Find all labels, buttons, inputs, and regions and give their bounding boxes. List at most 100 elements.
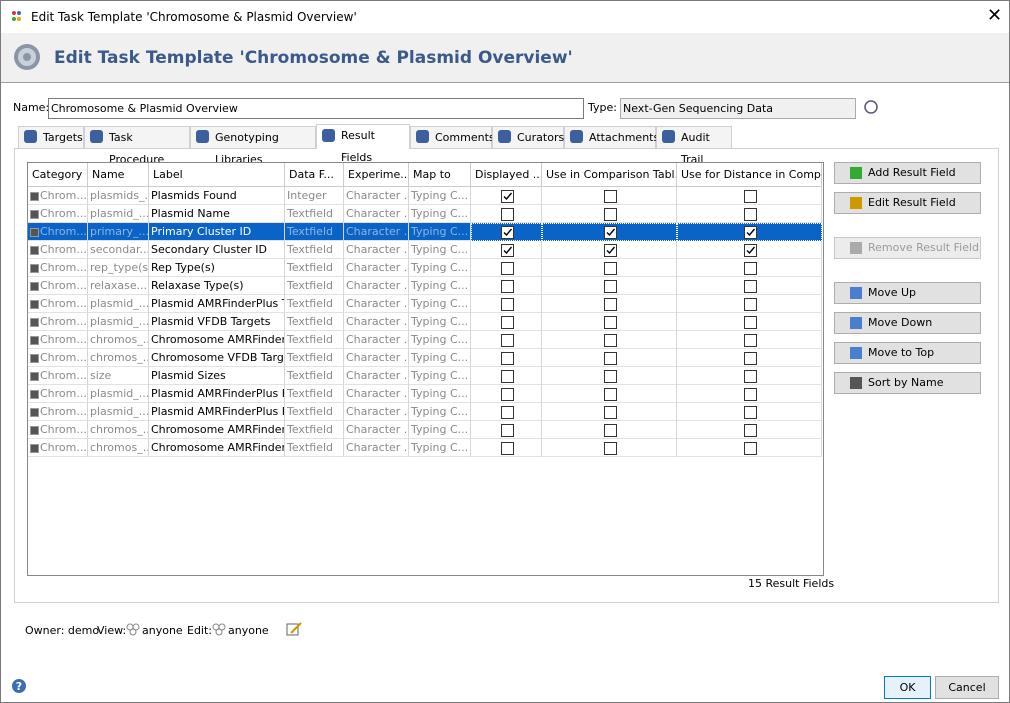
checkbox[interactable] — [603, 388, 617, 401]
checkbox[interactable] — [500, 226, 514, 239]
checkbox[interactable] — [603, 334, 617, 347]
header-title: Edit Task Template 'Chromosome & Plasmid… — [54, 48, 573, 68]
column-header[interactable]: Use in Comparison Tabl... — [542, 163, 677, 187]
action-button[interactable]: Sort by Name — [834, 372, 981, 394]
checkbox[interactable] — [500, 352, 514, 365]
close-button[interactable]: ✕ — [987, 5, 1003, 26]
checkbox[interactable] — [500, 424, 514, 437]
checkbox[interactable] — [743, 316, 757, 329]
type-icon — [30, 318, 39, 327]
column-header[interactable]: Label — [149, 163, 285, 187]
name-input[interactable]: Chromosome & Plasmid Overview — [48, 98, 584, 119]
checkbox[interactable] — [743, 352, 757, 365]
checkbox-cell — [677, 331, 822, 349]
checkbox[interactable] — [603, 352, 617, 365]
checkbox-cell — [677, 313, 822, 331]
ok-button[interactable]: OK — [884, 676, 931, 699]
checkbox-cell — [471, 385, 542, 403]
checkbox[interactable] — [603, 424, 617, 437]
checkbox[interactable] — [500, 190, 514, 203]
table-cell: Chrom... — [28, 313, 88, 331]
column-header[interactable]: Displayed ... — [471, 163, 542, 187]
action-button[interactable]: Edit Result Field — [834, 192, 981, 214]
checkbox[interactable] — [743, 190, 757, 203]
tab[interactable]: Curators — [492, 126, 564, 148]
checkbox[interactable] — [743, 442, 757, 455]
action-button[interactable]: Move Up — [834, 282, 981, 304]
checkbox[interactable] — [603, 370, 617, 383]
table-cell: Textfield — [285, 331, 344, 349]
checkbox[interactable] — [500, 406, 514, 419]
checkbox[interactable] — [743, 244, 757, 257]
action-button[interactable]: Add Result Field — [834, 162, 981, 184]
checkbox-cell — [677, 241, 822, 259]
table-cell: Typing C... — [409, 187, 471, 205]
type-icon — [30, 228, 39, 237]
checkbox[interactable] — [500, 316, 514, 329]
checkbox[interactable] — [603, 280, 617, 293]
table-cell: chromos_... — [88, 439, 149, 457]
checkbox[interactable] — [500, 370, 514, 383]
table-cell: Chromosome AMRFinder... — [149, 421, 285, 439]
column-header[interactable]: Data F... — [285, 163, 344, 187]
table-cell: Typing C... — [409, 421, 471, 439]
checkbox[interactable] — [500, 334, 514, 347]
checkbox-cell — [471, 331, 542, 349]
checkbox[interactable] — [603, 406, 617, 419]
checkbox[interactable] — [500, 280, 514, 293]
checkbox[interactable] — [743, 298, 757, 311]
checkbox[interactable] — [603, 316, 617, 329]
checkbox[interactable] — [603, 208, 617, 221]
tab[interactable]: Comments — [410, 126, 495, 148]
table-cell: rep_type(s) — [88, 259, 149, 277]
table-cell: Character ... — [344, 421, 409, 439]
checkbox-cell — [677, 223, 822, 241]
table-cell: chromos_... — [88, 421, 149, 439]
table-cell: Chromosome VFDB Targets — [149, 349, 285, 367]
checkbox[interactable] — [500, 388, 514, 401]
table-cell: Typing C... — [409, 295, 471, 313]
checkbox[interactable] — [603, 262, 617, 275]
checkbox[interactable] — [500, 298, 514, 311]
button-icon — [850, 377, 862, 389]
help-button[interactable]: ? — [11, 678, 27, 694]
checkbox[interactable] — [743, 370, 757, 383]
checkbox[interactable] — [743, 262, 757, 275]
checkbox[interactable] — [743, 280, 757, 293]
type-icon[interactable] — [863, 99, 879, 115]
action-button[interactable]: Move to Top — [834, 342, 981, 364]
checkbox[interactable] — [743, 406, 757, 419]
tab-icon — [322, 129, 335, 142]
edit-permissions-button[interactable] — [285, 621, 303, 637]
table-cell: plasmids_... — [88, 187, 149, 205]
column-header[interactable]: Category — [28, 163, 88, 187]
checkbox[interactable] — [500, 208, 514, 221]
tab[interactable]: Attachments — [564, 126, 659, 148]
checkbox[interactable] — [743, 226, 757, 239]
checkbox[interactable] — [743, 334, 757, 347]
column-header[interactable]: Use for Distance in Comp... — [677, 163, 822, 187]
checkbox[interactable] — [743, 208, 757, 221]
checkbox[interactable] — [603, 442, 617, 455]
type-icon — [30, 246, 39, 255]
checkbox[interactable] — [743, 388, 757, 401]
table-cell: chromos_... — [88, 331, 149, 349]
table-cell: Plasmid Name — [149, 205, 285, 223]
checkbox[interactable] — [603, 298, 617, 311]
column-header[interactable]: Map to — [409, 163, 471, 187]
checkbox[interactable] — [500, 244, 514, 257]
checkbox-cell — [542, 187, 677, 205]
checkbox[interactable] — [603, 244, 617, 257]
column-header[interactable]: Name — [88, 163, 149, 187]
column-header[interactable]: Experime... — [344, 163, 409, 187]
checkbox[interactable] — [500, 442, 514, 455]
checkbox[interactable] — [743, 424, 757, 437]
checkbox[interactable] — [603, 190, 617, 203]
app-icon — [12, 11, 21, 21]
cancel-button[interactable]: Cancel — [935, 676, 999, 699]
checkbox[interactable] — [603, 226, 617, 239]
table-cell: Typing C... — [409, 367, 471, 385]
checkbox[interactable] — [500, 262, 514, 275]
action-button[interactable]: Move Down — [834, 312, 981, 334]
table-cell: Character ... — [344, 277, 409, 295]
